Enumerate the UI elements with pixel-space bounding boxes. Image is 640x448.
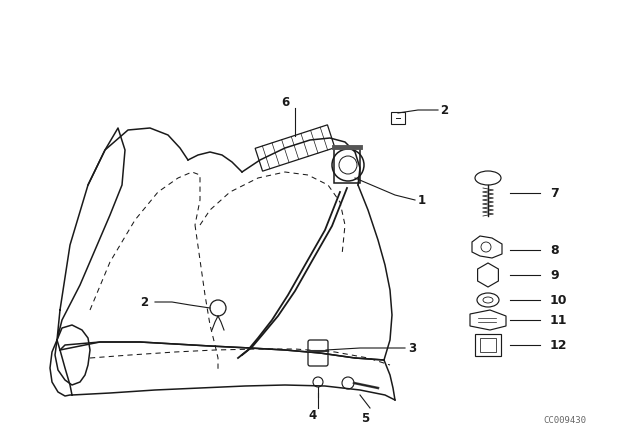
Text: 2: 2	[140, 296, 148, 309]
Text: 11: 11	[550, 314, 568, 327]
Text: 6: 6	[281, 95, 289, 108]
Text: 3: 3	[408, 341, 416, 354]
Text: 2: 2	[440, 103, 448, 116]
Text: 7: 7	[550, 186, 559, 199]
Text: 8: 8	[550, 244, 559, 257]
Text: 10: 10	[550, 293, 568, 306]
Text: 1: 1	[418, 194, 426, 207]
Text: CC009430: CC009430	[543, 415, 586, 425]
Text: 5: 5	[361, 412, 369, 425]
Text: 9: 9	[550, 268, 559, 281]
Text: 12: 12	[550, 339, 568, 352]
Text: 4: 4	[309, 409, 317, 422]
